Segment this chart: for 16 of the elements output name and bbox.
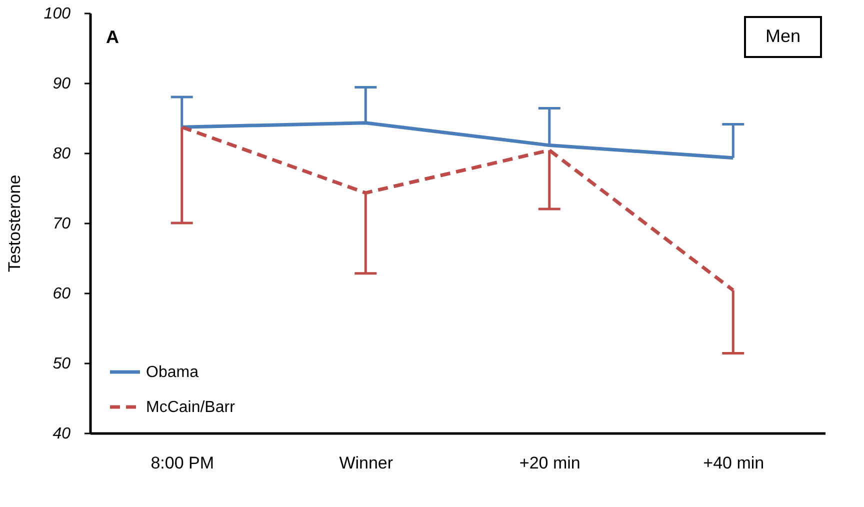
- x-tick-label: Winner: [339, 454, 394, 472]
- x-tick-label: +20 min: [519, 454, 580, 472]
- y-axis-title: Testosterone: [4, 174, 24, 272]
- y-tick-label: 60: [52, 286, 71, 302]
- y-tick-label: 70: [52, 216, 71, 232]
- legend-label: Obama: [146, 364, 199, 381]
- y-tick-label: 50: [52, 356, 71, 372]
- y-tick-label: 100: [44, 6, 71, 22]
- annotation: A: [106, 27, 119, 47]
- x-tick-label: 8:00 PM: [150, 454, 214, 472]
- x-tick-label: +40 min: [703, 454, 764, 472]
- y-tick-label: 80: [52, 146, 71, 162]
- y-tick-label: 40: [52, 426, 71, 442]
- legend-label: McCain/Barr: [146, 399, 236, 416]
- y-tick-label: 90: [52, 76, 71, 92]
- annotation: Men: [765, 26, 801, 46]
